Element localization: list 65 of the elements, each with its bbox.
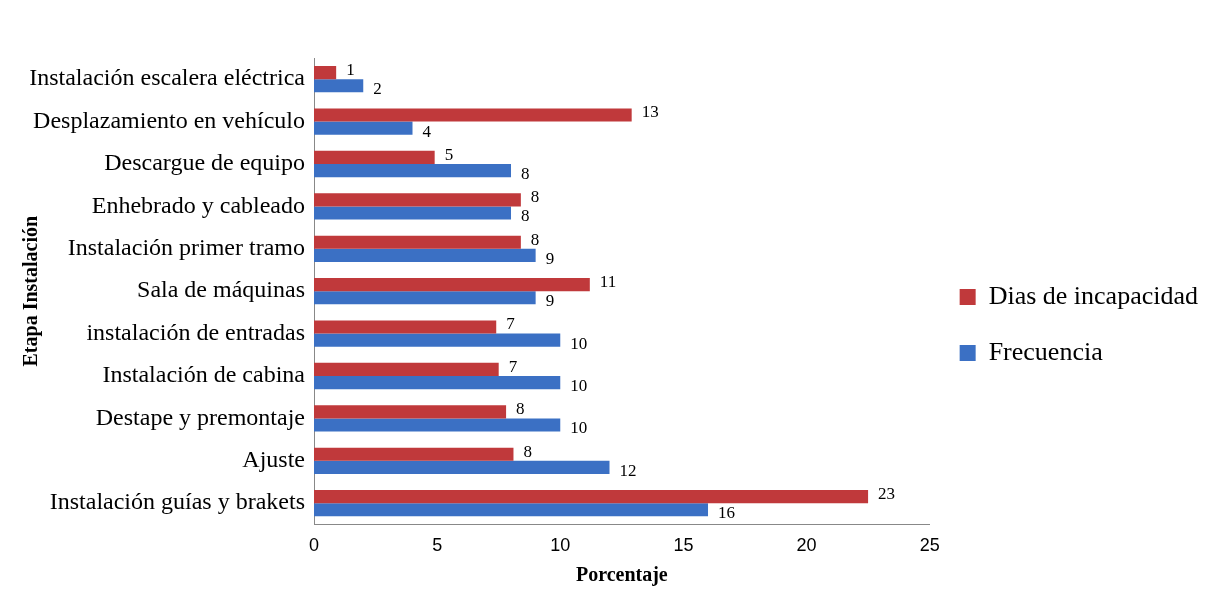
x-tick-label: 15: [673, 535, 694, 556]
y-axis-title: Etapa Instalación: [19, 215, 43, 367]
data-label: 8: [521, 206, 530, 226]
y-tick-label: Sala de máquinas: [137, 276, 305, 303]
bar: [314, 418, 561, 432]
data-label: 2: [373, 79, 382, 99]
data-label: 9: [545, 291, 555, 311]
y-tick-label: Instalación de cabina: [102, 361, 306, 388]
data-label: 9: [545, 248, 555, 268]
x-axis-title: Porcentaje: [575, 563, 668, 587]
bar: [314, 278, 590, 292]
bar: [314, 362, 499, 376]
bar: [314, 460, 610, 474]
bar: [314, 376, 561, 390]
bar: [314, 121, 413, 135]
y-tick-label: Instalación guías y brakets: [49, 488, 305, 515]
y-tick-label: Enhebrado y cableado: [91, 191, 305, 218]
data-label: 10: [570, 333, 588, 353]
bar: [314, 150, 435, 164]
data-label: 1: [346, 60, 355, 80]
x-tick-label: 20: [796, 535, 817, 556]
x-tick-label: 5: [432, 535, 443, 556]
bar: [314, 248, 536, 262]
y-tick-label: Destape y premontaje: [95, 403, 305, 430]
bar: [314, 193, 521, 207]
bar: [314, 235, 521, 249]
data-label: 10: [570, 376, 588, 396]
data-label: 8: [523, 441, 532, 461]
data-label: 13: [641, 102, 659, 122]
bar: [314, 164, 512, 178]
y-tick-label: Instalación primer tramo: [67, 234, 305, 261]
data-label: 5: [444, 144, 454, 164]
data-label: 8: [516, 399, 525, 419]
y-tick-label: Descargue de equipo: [104, 149, 305, 176]
bar: [314, 206, 512, 220]
bar: [314, 108, 632, 122]
legend-label: Frecuencia: [988, 336, 1104, 366]
data-label: 7: [506, 314, 516, 334]
legend-label: Dias de incapacidad: [988, 280, 1199, 310]
data-label: 4: [422, 121, 432, 141]
bar: [314, 405, 507, 419]
x-tick-label: 25: [919, 535, 940, 556]
y-tick-label: Ajuste: [242, 446, 305, 473]
bar: [314, 447, 514, 461]
bar: [314, 490, 869, 504]
data-label: 8: [530, 187, 540, 207]
data-label: 12: [619, 460, 637, 480]
data-label: 8: [521, 164, 530, 184]
data-label: 11: [599, 272, 617, 292]
data-label: 23: [878, 484, 896, 504]
bar: [314, 333, 561, 347]
bar: [314, 291, 536, 305]
x-tick-label: 0: [308, 535, 320, 556]
data-label: 7: [508, 356, 518, 376]
y-tick-label: Desplazamiento en vehículo: [33, 106, 305, 133]
data-label: 8: [530, 229, 540, 249]
bar: [314, 79, 364, 93]
bar: [314, 503, 709, 517]
y-tick-label: Instalación escalera eléctrica: [29, 64, 306, 91]
x-tick-label: 10: [550, 535, 571, 556]
bar: [314, 66, 337, 80]
y-tick-label: instalación de entradas: [86, 318, 305, 345]
bar: [314, 320, 497, 334]
data-label: 10: [570, 418, 588, 438]
data-label: 16: [718, 503, 736, 523]
